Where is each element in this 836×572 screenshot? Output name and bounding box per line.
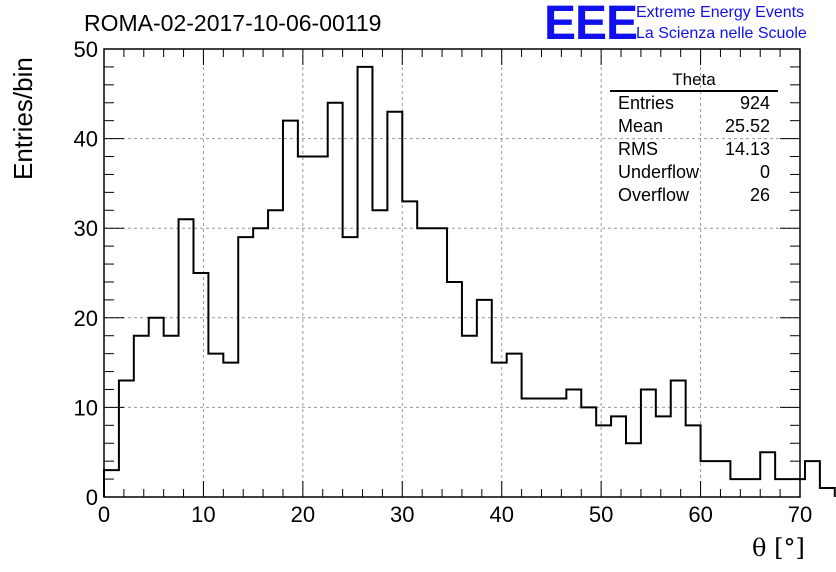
histogram-bin — [164, 336, 179, 497]
stats-row-entries: Entries 924 — [610, 92, 778, 115]
histogram-bin — [268, 210, 283, 497]
histogram-bin — [179, 219, 194, 497]
histogram-bin — [656, 416, 671, 497]
histogram-bin — [626, 443, 641, 497]
x-tick-label: 0 — [98, 502, 110, 527]
histogram-bin — [686, 425, 701, 497]
histogram-bin — [298, 157, 313, 497]
histogram-bin — [611, 416, 626, 497]
histogram-bin — [596, 425, 611, 497]
stats-value: 0 — [759, 162, 770, 182]
histogram-bin — [641, 389, 656, 497]
histogram-bin — [417, 228, 432, 497]
histogram-bin — [238, 237, 253, 497]
x-axis-label: θ [°] — [752, 534, 805, 562]
histogram-bin — [402, 201, 417, 497]
stats-row-mean: Mean 25.52 — [610, 115, 778, 138]
histogram-bin — [358, 67, 373, 497]
x-tick-label: 50 — [589, 502, 613, 527]
eee-logo: EEE — [544, 0, 638, 50]
stats-label: RMS — [618, 139, 658, 159]
stats-value: 25.52 — [724, 116, 770, 136]
stats-label: Mean — [618, 116, 664, 136]
stats-label: Overflow — [618, 185, 690, 205]
x-tick-label: 40 — [489, 502, 513, 527]
histogram-bin — [537, 398, 552, 497]
histogram-outline — [103, 65, 836, 497]
stats-value: 924 — [739, 93, 770, 113]
y-tick-label: 20 — [74, 306, 98, 331]
stats-value: 26 — [749, 185, 770, 205]
x-tick-label: 10 — [191, 502, 215, 527]
plot-frame — [103, 48, 801, 498]
histogram-bin — [387, 112, 402, 497]
stats-title: Theta — [610, 70, 778, 92]
histogram-bin — [790, 479, 805, 497]
histogram-bin — [208, 354, 223, 497]
histogram-bin — [193, 273, 208, 497]
histogram-bin — [581, 407, 596, 497]
histogram-bin — [701, 461, 716, 497]
histogram-bin — [223, 363, 238, 497]
histogram-bin — [566, 389, 581, 497]
histogram-bin — [730, 479, 745, 497]
histogram-bin — [447, 282, 462, 497]
stats-row-rms: RMS 14.13 — [610, 138, 778, 161]
stats-row-underflow: Underflow 0 — [610, 161, 778, 184]
y-tick-label: 50 — [74, 37, 98, 62]
y-tick-label: 10 — [74, 395, 98, 420]
logo-caption-line2: La Scienza nelle Scuole — [636, 25, 807, 42]
stats-label: Underflow — [618, 162, 700, 182]
histogram-bin — [313, 157, 328, 497]
histogram-bin — [522, 398, 537, 497]
x-tick-label: 60 — [688, 502, 712, 527]
logo-caption-line1: Extreme Energy Events — [636, 4, 805, 21]
histogram-bin — [119, 381, 134, 497]
histogram-bin — [283, 121, 298, 497]
histogram-bin — [820, 488, 835, 497]
histogram-bin — [715, 461, 730, 497]
x-tick-label: 30 — [390, 502, 414, 527]
stats-label: Entries — [618, 93, 675, 113]
histogram-bin — [551, 398, 566, 497]
histogram-bin — [253, 228, 268, 497]
y-tick-label: 40 — [74, 127, 98, 152]
histogram-bin — [492, 363, 507, 497]
y-axis-label: Entries/bin — [8, 57, 38, 180]
histogram-bin — [432, 228, 447, 497]
x-tick-label: 70 — [788, 502, 812, 527]
y-tick-label: 30 — [74, 216, 98, 241]
stats-box: Theta Entries 924 Mean 25.52 RMS 14.13 U… — [610, 70, 778, 207]
histogram-bin — [149, 318, 164, 497]
histogram-bin — [477, 300, 492, 497]
chart-title: ROMA-02-2017-10-06-00119 — [84, 10, 382, 36]
histogram-bin — [372, 210, 387, 497]
histogram-bin — [134, 336, 149, 497]
y-tick-label: 0 — [86, 485, 98, 510]
histogram-bin — [745, 479, 760, 497]
stats-row-overflow: Overflow 26 — [610, 184, 778, 207]
histogram-bin — [805, 461, 820, 497]
histogram-bin — [507, 354, 522, 497]
histogram-bin — [462, 336, 477, 497]
histogram-bin — [328, 103, 343, 497]
stats-value: 14.13 — [724, 139, 770, 159]
histogram-bin — [104, 470, 119, 497]
histogram-bin — [343, 237, 358, 497]
histogram-bin — [671, 381, 686, 497]
histogram-bin — [775, 479, 790, 497]
x-tick-label: 20 — [291, 502, 315, 527]
histogram-bin — [760, 452, 775, 497]
